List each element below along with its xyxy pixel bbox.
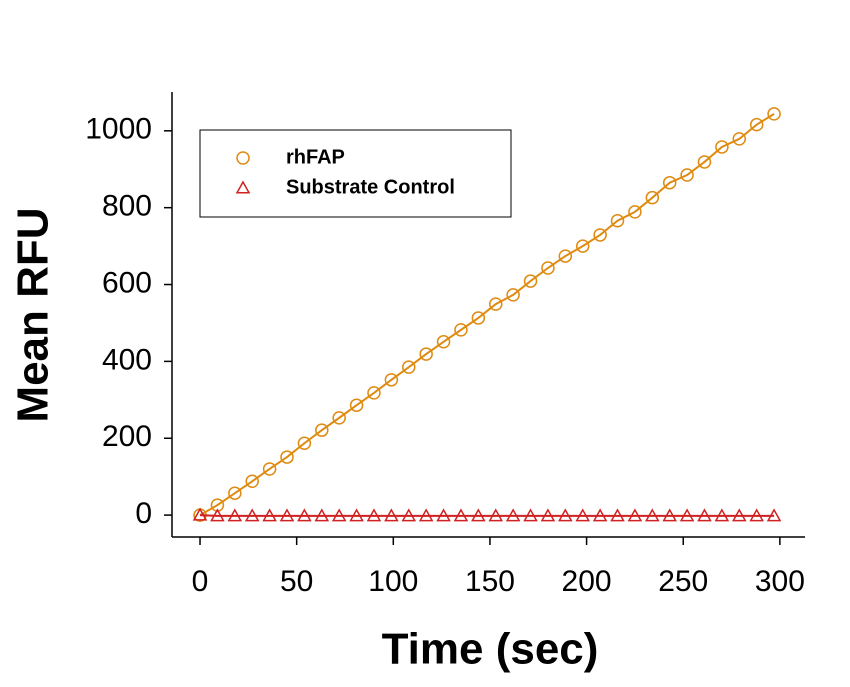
x-tick-label: 300 bbox=[755, 565, 805, 598]
data-point bbox=[315, 423, 329, 437]
data-point bbox=[523, 508, 538, 522]
y-tick-label: 800 bbox=[102, 190, 152, 223]
data-point bbox=[453, 508, 469, 522]
data-point bbox=[436, 508, 451, 522]
x-tick-label: 100 bbox=[368, 565, 418, 598]
data-point bbox=[523, 274, 538, 288]
data-point bbox=[210, 508, 225, 522]
data-point bbox=[227, 508, 243, 522]
y-tick-label: 1000 bbox=[85, 113, 152, 146]
data-point bbox=[558, 249, 573, 263]
data-point bbox=[662, 175, 677, 190]
data-point bbox=[349, 398, 364, 412]
data-point bbox=[349, 508, 364, 522]
data-point bbox=[593, 228, 607, 242]
data-point bbox=[714, 508, 730, 522]
legend-marker bbox=[235, 180, 251, 194]
data-point bbox=[279, 508, 295, 522]
x-tick-label: 200 bbox=[562, 565, 612, 598]
data-point bbox=[679, 508, 695, 522]
y-tick-label: 200 bbox=[102, 420, 152, 453]
data-point bbox=[245, 474, 259, 489]
y-tick-label: 0 bbox=[135, 497, 152, 530]
data-point bbox=[505, 508, 521, 522]
data-point bbox=[419, 347, 433, 361]
data-point bbox=[471, 508, 486, 522]
data-point bbox=[610, 508, 625, 522]
data-point bbox=[645, 508, 660, 522]
data-point bbox=[366, 508, 382, 522]
data-point bbox=[402, 360, 416, 374]
data-point bbox=[384, 373, 399, 387]
data-point bbox=[418, 508, 434, 522]
data-point bbox=[697, 508, 712, 522]
x-axis-title: Time (sec) bbox=[382, 625, 599, 674]
data-point bbox=[280, 450, 294, 464]
data-point bbox=[454, 323, 468, 337]
data-point bbox=[558, 508, 573, 522]
data-point bbox=[228, 486, 242, 500]
data-point bbox=[192, 507, 208, 521]
data-point bbox=[384, 508, 399, 522]
data-point bbox=[749, 508, 764, 522]
data-point bbox=[645, 190, 660, 205]
data-point bbox=[297, 436, 312, 450]
data-point bbox=[732, 132, 747, 146]
data-point bbox=[767, 107, 781, 121]
legend-label: rhFAP bbox=[286, 146, 345, 168]
data-point bbox=[715, 140, 729, 154]
data-point bbox=[367, 386, 381, 400]
data-point bbox=[680, 168, 694, 182]
data-point bbox=[627, 508, 643, 522]
x-tick-label: 50 bbox=[280, 565, 313, 598]
data-point bbox=[436, 335, 451, 349]
data-point bbox=[575, 508, 590, 522]
data-point bbox=[766, 508, 782, 522]
data-point bbox=[488, 297, 503, 311]
data-point bbox=[488, 508, 504, 522]
data-point bbox=[592, 508, 608, 522]
x-tick-label: 0 bbox=[192, 565, 209, 598]
data-point bbox=[610, 213, 625, 228]
data-point bbox=[506, 288, 520, 302]
data-point bbox=[540, 508, 556, 522]
data-point bbox=[575, 239, 590, 253]
data-point bbox=[749, 117, 764, 132]
data-point bbox=[262, 462, 277, 476]
data-point bbox=[262, 508, 277, 522]
data-point bbox=[331, 508, 347, 522]
data-point bbox=[471, 311, 486, 325]
y-tick-label: 400 bbox=[102, 343, 152, 376]
data-point bbox=[244, 508, 260, 522]
y-tick-label: 600 bbox=[102, 266, 152, 299]
data-point bbox=[314, 508, 330, 522]
data-point bbox=[332, 411, 346, 425]
x-tick-label: 150 bbox=[465, 565, 515, 598]
data-point bbox=[297, 508, 312, 522]
x-tick-label: 250 bbox=[658, 565, 708, 598]
legend-marker bbox=[236, 151, 250, 165]
data-point bbox=[541, 261, 555, 275]
series-line bbox=[199, 113, 775, 516]
y-axis-title: Mean RFU bbox=[9, 207, 58, 422]
data-point bbox=[697, 155, 712, 169]
data-point bbox=[662, 508, 677, 522]
legend-box bbox=[199, 129, 512, 218]
series-line bbox=[199, 514, 775, 517]
data-point bbox=[628, 205, 642, 219]
legend-label: Substrate Control bbox=[286, 176, 455, 198]
data-point bbox=[401, 508, 417, 522]
data-point bbox=[732, 508, 747, 522]
